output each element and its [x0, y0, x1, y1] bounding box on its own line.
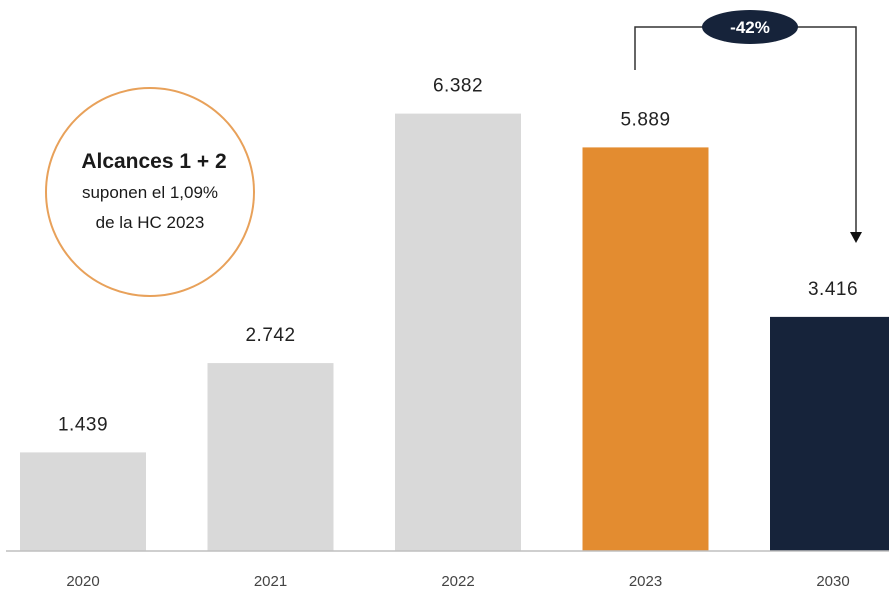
arrow-down-icon [850, 232, 862, 243]
bar-value-label-2021: 2.742 [245, 325, 295, 346]
reduction-badge [702, 10, 798, 44]
scope-note-circle [45, 87, 255, 297]
bar-value-label-2023: 5.889 [620, 109, 670, 130]
x-axis-tick-labels: 2020 2021 2022 2023 2030 [66, 573, 849, 590]
bar-value-label-2020: 1.439 [58, 414, 108, 435]
x-tick-2020: 2020 [66, 573, 99, 590]
bar-value-label-2022: 6.382 [433, 76, 483, 97]
scope-note-line-2: de la HC 2023 [96, 213, 205, 232]
bar-value-label-2030: 3.416 [808, 279, 858, 300]
reduction-annotation: -42% [634, 10, 862, 243]
bar-2030 [770, 316, 889, 551]
bar-2023 [582, 147, 709, 551]
bars-group [20, 113, 889, 551]
x-tick-2023: 2023 [629, 573, 662, 590]
bar-value-labels: 1.439 2.742 6.382 5.889 3.416 [58, 76, 858, 436]
x-tick-2030: 2030 [816, 573, 849, 590]
bar-2021 [207, 363, 334, 551]
bar-2022 [395, 113, 521, 551]
x-tick-2022: 2022 [441, 573, 474, 590]
bar-2020 [20, 452, 146, 551]
scope-note-line-1: suponen el 1,09% [82, 183, 218, 202]
x-tick-2021: 2021 [254, 573, 287, 590]
scope-note-title: Alcances 1 + 2 [81, 150, 226, 173]
scope-note: Alcances 1 + 2 suponen el 1,09% de la HC… [45, 87, 255, 297]
reduction-badge-label: -42% [730, 18, 770, 37]
